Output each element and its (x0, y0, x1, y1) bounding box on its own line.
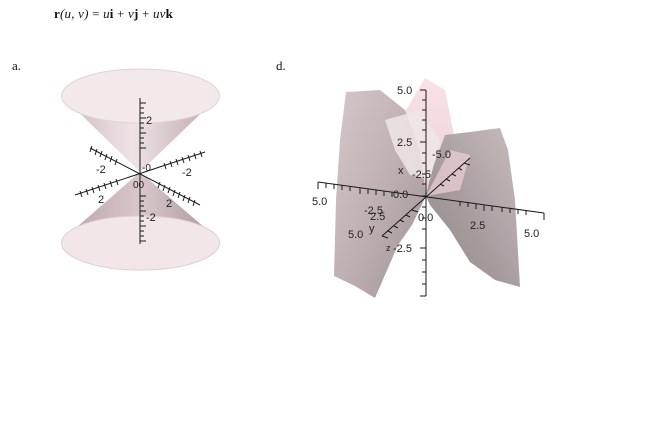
equation: r(u, v) = ui + vj + uvk (54, 6, 173, 22)
cone-tick-z-top: 2 (146, 115, 152, 127)
eq-j: j (134, 6, 139, 21)
eq-u: u (103, 6, 110, 21)
saddle-tick-x-mid-right: 2.5 (470, 220, 485, 232)
saddle-axis-y-name: y (369, 223, 375, 235)
cone-tick-z-bottom: -2 (146, 212, 156, 224)
saddle-tick-y-neg2-5: -2.5 (412, 169, 431, 181)
cone-tick-left-upper: -2 (96, 164, 106, 176)
saddle-tick-x-right: 5.0 (524, 228, 539, 240)
saddle-axis-z-name: z (386, 243, 391, 253)
saddle-tick-y-5: 5.0 (348, 229, 363, 241)
figure-d-label: d. (276, 58, 286, 73)
cone-tick-center-bottom: 00 (133, 180, 145, 191)
eq-equals: = (88, 6, 104, 21)
eq-r: r (54, 6, 60, 21)
saddle-tick-y-neg5: -5.0 (432, 149, 451, 161)
eq-k: k (165, 6, 174, 21)
cone-tick-left-lower: 2 (98, 194, 104, 206)
cone-tick-right-lower: 2 (166, 198, 172, 210)
eq-i: i (109, 6, 114, 21)
eq-v: v (128, 6, 134, 21)
eq-uv: uv (152, 6, 166, 21)
saddle-tick-z-2-5: 2.5 (397, 137, 412, 149)
saddle-axis-x-name: x (398, 165, 404, 177)
saddle-tick-z-neg2-5: -2.5 (393, 243, 412, 255)
saddle-pink-sheet (426, 150, 470, 196)
eq-plus-1: + (113, 6, 129, 21)
eq-plus-2: + (138, 6, 153, 21)
saddle-tick-x-left: 5.0 (312, 196, 327, 208)
saddle-tick-y-2-5: 2.5 (370, 211, 385, 223)
saddle-tick-x-zero: 0.0 (418, 212, 433, 224)
saddle-tick-z-5: 5.0 (397, 85, 412, 97)
cone-tick-right-upper: -2 (182, 167, 192, 179)
eq-args: (u, v) (59, 6, 89, 21)
saddle-tick-x-mid-left: -2.5 (364, 205, 383, 217)
saddle-tick-z-0: 0.0 (393, 189, 408, 201)
cone-tick-center-top: -0 (142, 163, 151, 174)
figure-a-label: a. (12, 58, 22, 73)
